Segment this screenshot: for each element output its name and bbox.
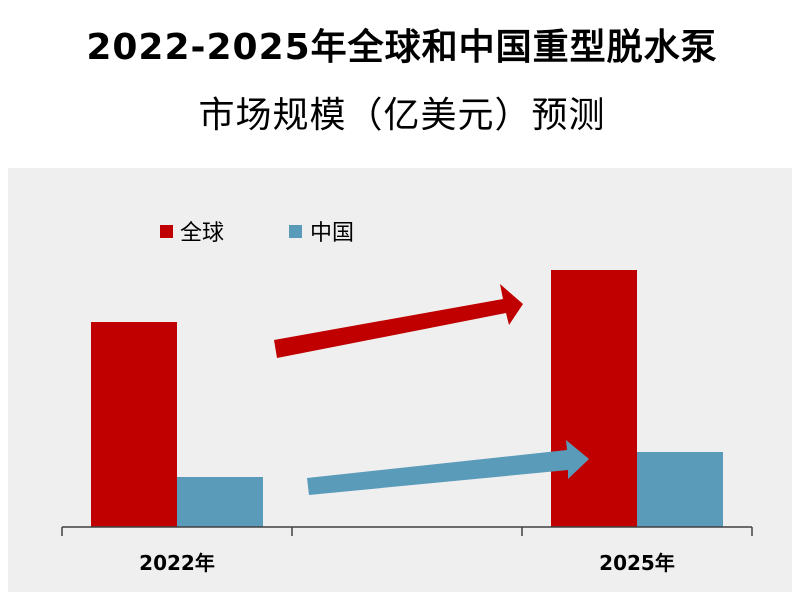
bar-global-2025 xyxy=(551,270,637,527)
bar-global-2022 xyxy=(91,322,177,527)
chart-title-line1: 2022-2025年全球和中国重型脱水泵 xyxy=(86,27,718,68)
legend-swatch-china xyxy=(289,225,302,238)
chart-title-line2: 市场规模（亿美元）预测 xyxy=(198,95,606,136)
legend: 全球 中国 xyxy=(160,221,354,246)
growth-arrow-china xyxy=(307,440,589,495)
bar-china-2025 xyxy=(637,452,723,527)
bar-china-2022 xyxy=(177,477,263,527)
growth-arrow-global xyxy=(274,284,523,358)
x-tick-label-2025: 2025年 xyxy=(599,551,675,575)
legend-label-china: 中国 xyxy=(310,221,354,246)
legend-label-global: 全球 xyxy=(180,221,224,246)
x-tick-label-2022: 2022年 xyxy=(139,551,215,575)
legend-swatch-global xyxy=(160,225,173,238)
